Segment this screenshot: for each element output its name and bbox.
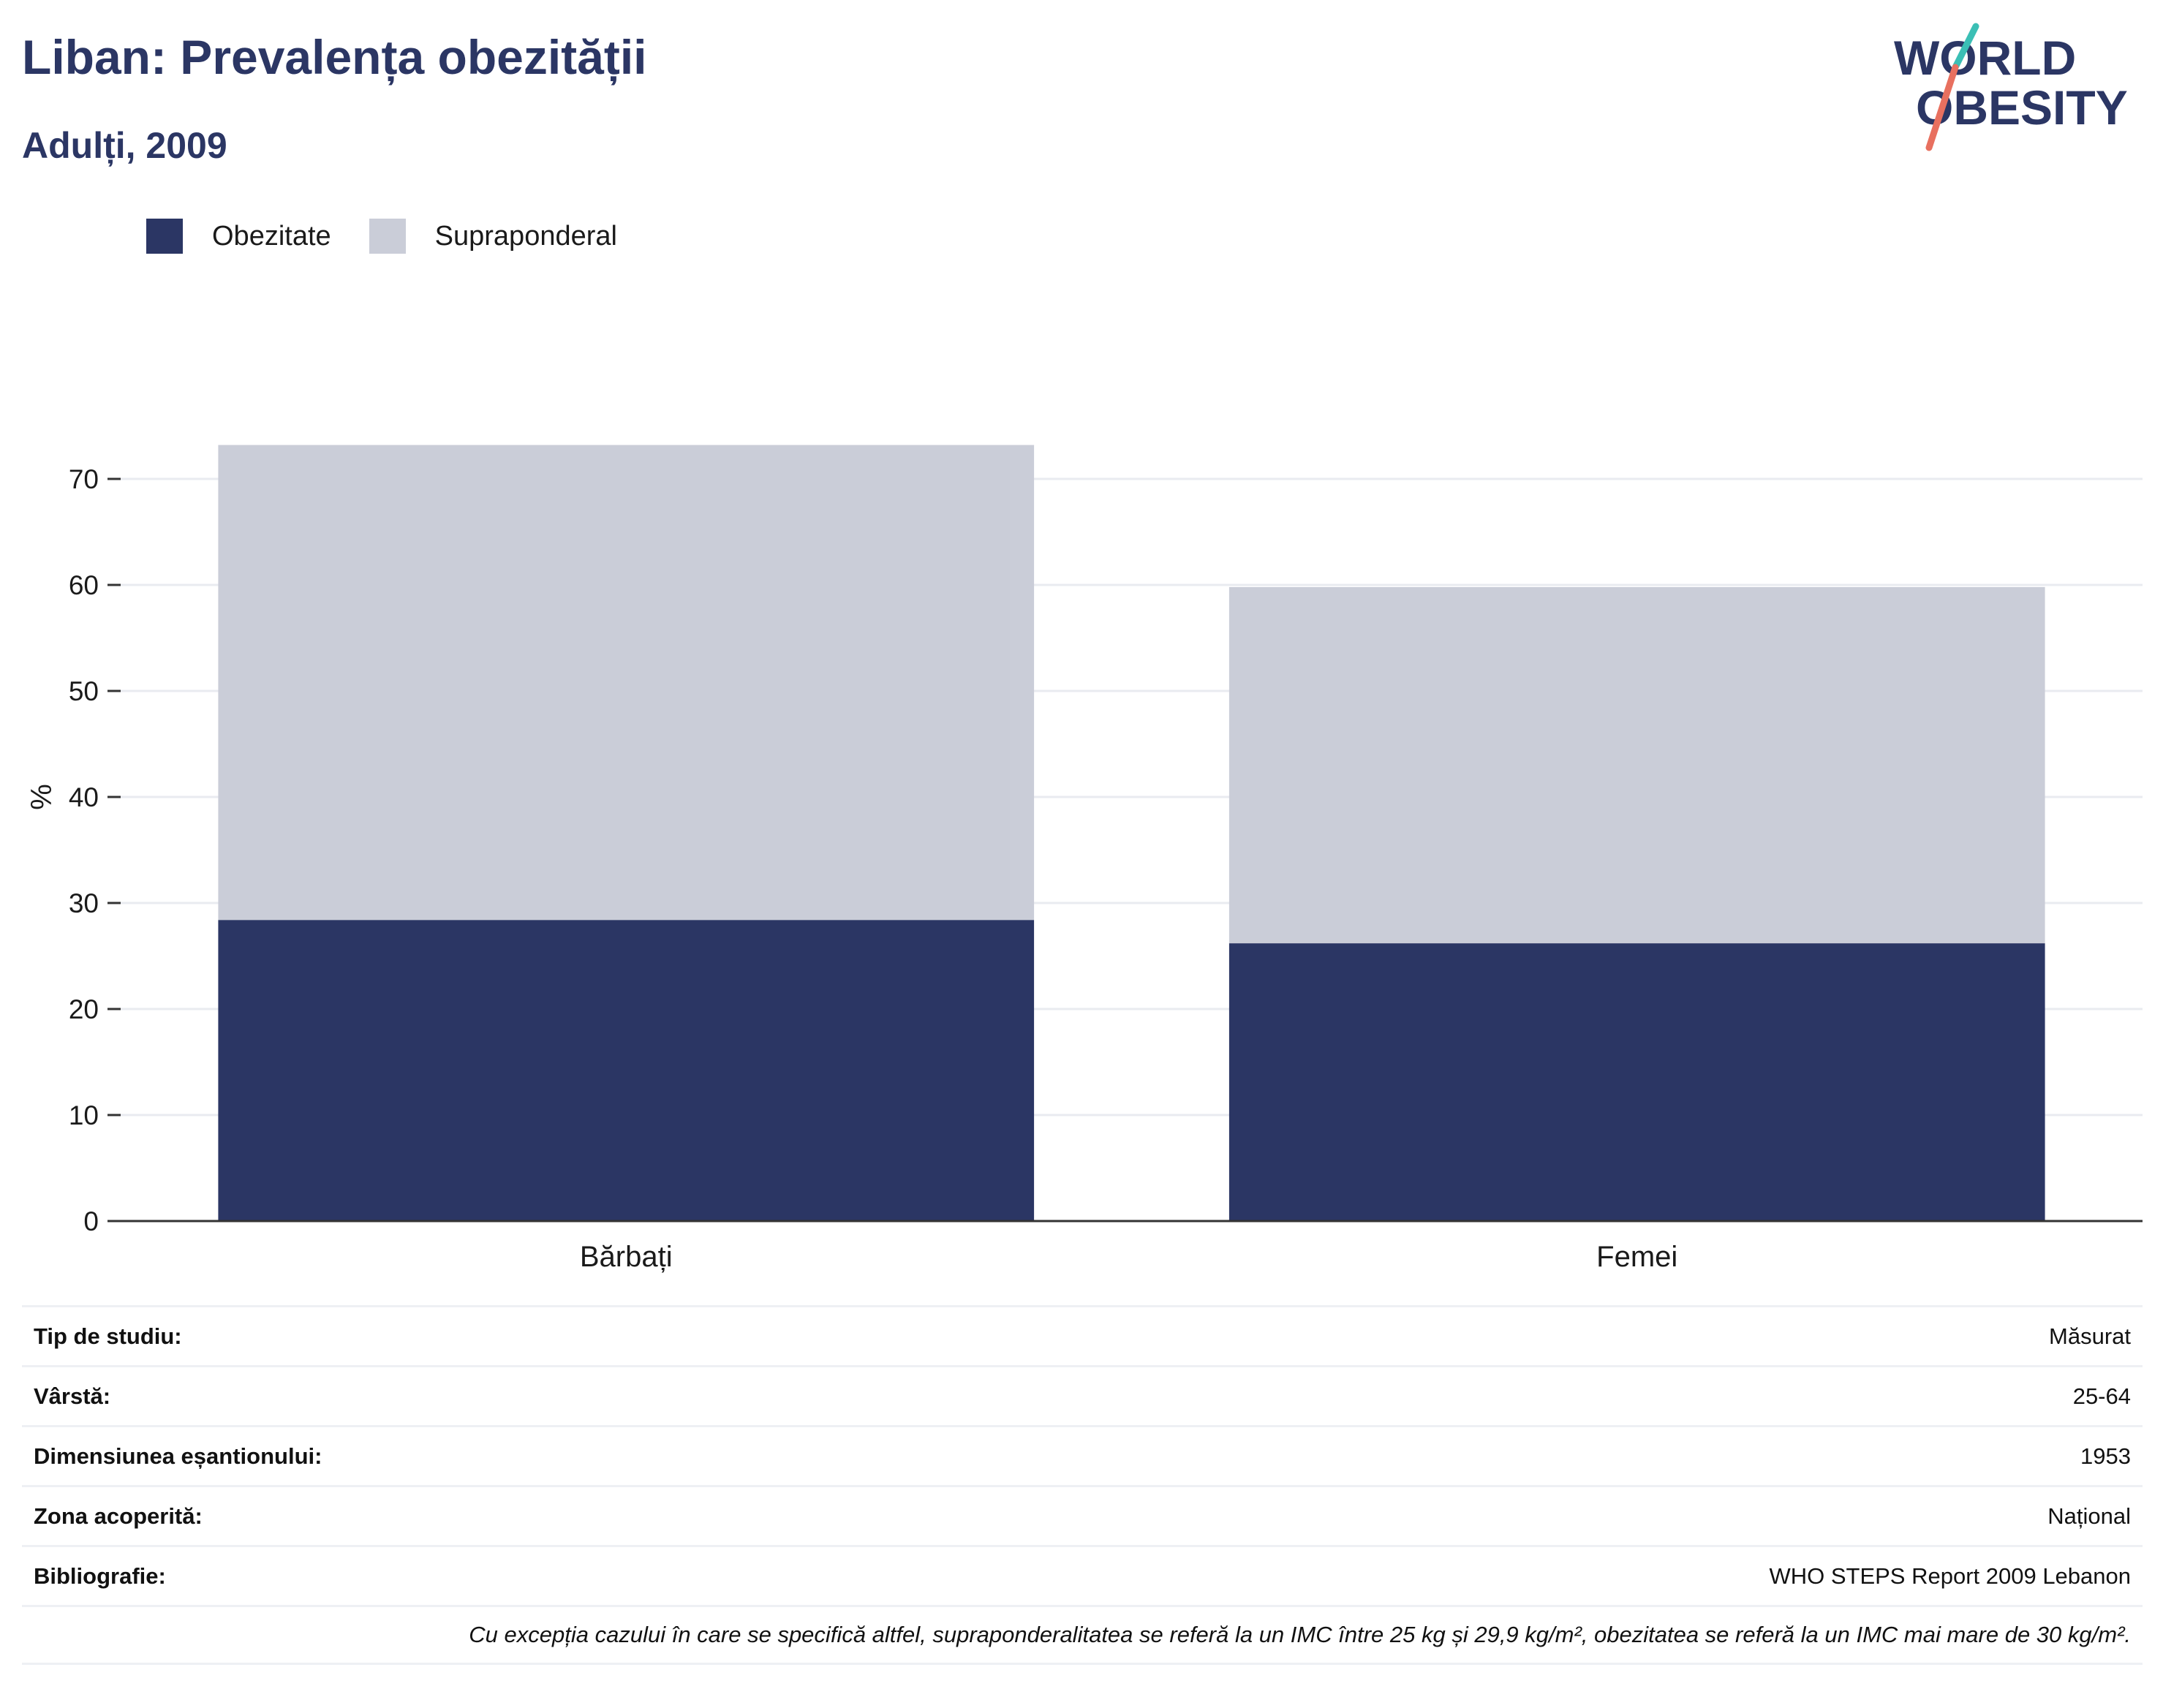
- y-axis-label: %: [26, 784, 58, 810]
- x-tick-label: Femei: [1596, 1241, 1677, 1273]
- info-value: WHO STEPS Report 2009 Lebanon: [1769, 1562, 2131, 1589]
- info-row-age: Vârstă: 25-64: [22, 1365, 2143, 1425]
- bar-obesity: [218, 920, 1035, 1221]
- info-value: Național: [2047, 1503, 2131, 1529]
- footnote: Cu excepția cazului în care se specifică…: [469, 1622, 2131, 1647]
- bar-overweight: [1228, 586, 2045, 944]
- logo-line1: WORLD: [1894, 31, 2076, 85]
- bar-obesity: [1228, 943, 2045, 1221]
- chart-subtitle: Adulți, 2009: [22, 125, 227, 166]
- world-obesity-logo: WORLD OBESITY: [1894, 23, 2128, 151]
- y-tick-label: 70: [69, 464, 99, 494]
- info-value: 1953: [2080, 1443, 2131, 1469]
- footnote-row: Cu excepția cazului în care se specifică…: [22, 1605, 2143, 1665]
- study-info-table: Tip de studiu: Măsurat Vârstă: 25-64 Dim…: [22, 1305, 2143, 1665]
- info-row-bibliography: Bibliografie: WHO STEPS Report 2009 Leba…: [22, 1545, 2143, 1605]
- logo-slash-teal: [1952, 23, 1979, 71]
- info-value: Măsurat: [2049, 1323, 2131, 1349]
- info-key: Tip de studiu:: [34, 1323, 182, 1349]
- info-value: 25-64: [2072, 1383, 2131, 1409]
- x-tick-label: Bărbați: [580, 1241, 673, 1273]
- stacked-bar-chart: 0 10 20 30 40 50 60 70% Bărbați Femei: [26, 445, 2143, 1273]
- y-tick-label: 0: [83, 1206, 99, 1236]
- legend-item-overweight[interactable]: Supraponderal: [369, 219, 617, 254]
- info-key: Dimensiunea eșantionului:: [34, 1443, 322, 1469]
- y-tick-label: 30: [69, 888, 99, 918]
- y-tick-label: 60: [69, 570, 99, 600]
- chart-title: Liban: Prevalența obezității: [22, 30, 647, 84]
- logo-slash-red: [1925, 64, 1959, 151]
- y-tick-label: 40: [69, 782, 99, 812]
- info-row-sample-size: Dimensiunea eșantionului: 1953: [22, 1425, 2143, 1485]
- legend-swatch-obesity: [146, 219, 183, 254]
- info-key: Zona acoperită:: [34, 1503, 203, 1529]
- bar-overweight: [218, 445, 1035, 921]
- info-key: Vârstă:: [34, 1383, 111, 1409]
- y-tick-label: 20: [69, 994, 99, 1024]
- legend-swatch-overweight: [369, 219, 406, 254]
- y-tick-label: 50: [69, 676, 99, 706]
- y-tick-label: 10: [69, 1100, 99, 1130]
- legend-item-obesity[interactable]: Obezitate: [146, 219, 331, 254]
- legend-label-overweight: Supraponderal: [434, 220, 617, 252]
- info-key: Bibliografie:: [34, 1562, 166, 1589]
- info-row-study-type: Tip de studiu: Măsurat: [22, 1305, 2143, 1365]
- info-row-area: Zona acoperită: Național: [22, 1485, 2143, 1545]
- chart-legend: Obezitate Supraponderal: [146, 216, 655, 257]
- legend-label-obesity: Obezitate: [212, 220, 331, 252]
